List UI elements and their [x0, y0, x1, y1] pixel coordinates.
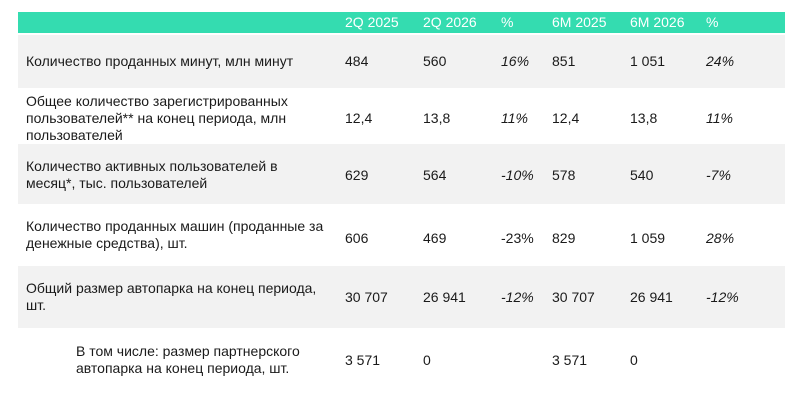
row-label: Количество проданных минут, млн минут — [26, 53, 294, 69]
value-6m-2025: 12,4 — [552, 110, 580, 126]
header-6m-2025: 6M 2025 — [552, 14, 607, 30]
value-6m-percent: -12% — [706, 289, 739, 305]
value-2q-2026: 0 — [423, 352, 431, 368]
value-2q-2025: 3 571 — [345, 352, 381, 368]
row-label: Количество активных пользователей в меся… — [26, 158, 278, 191]
table-row: Количество проданных минут, млн минут 48… — [18, 35, 785, 88]
header-2q-2026: 2Q 2026 — [423, 14, 477, 30]
value-2q-2025: 30 707 — [345, 289, 388, 305]
table-row: В том числе: размер партнерского автопар… — [18, 328, 785, 388]
value-2q-percent: 11% — [501, 110, 528, 126]
value-2q-percent: 16% — [501, 53, 530, 69]
value-6m-percent: 28% — [706, 230, 735, 246]
value-2q-2025: 629 — [345, 167, 369, 183]
value-6m-percent: -7% — [706, 167, 731, 183]
value-2q-2026: 560 — [423, 53, 447, 69]
value-6m-2025: 30 707 — [552, 289, 595, 305]
value-2q-percent: -12% — [501, 289, 534, 305]
value-6m-2025: 829 — [552, 230, 576, 246]
value-6m-2026: 0 — [630, 352, 638, 368]
table-row: Общий размер автопарка на конец периода,… — [18, 266, 785, 328]
value-2q-2026: 564 — [423, 167, 447, 183]
value-2q-2025: 484 — [345, 53, 369, 69]
table-row: Общее количество зарегистрированных поль… — [18, 88, 785, 144]
value-2q-percent: -23% — [501, 230, 534, 246]
header-2q-percent: % — [501, 14, 514, 30]
value-6m-2026: 13,8 — [630, 110, 658, 126]
row-label: В том числе: размер партнерского автопар… — [76, 343, 300, 376]
header-6m-percent: % — [706, 14, 719, 30]
header-2q-2025: 2Q 2025 — [345, 14, 399, 30]
value-6m-2025: 578 — [552, 167, 576, 183]
table-row: Количество проданных машин (проданные за… — [18, 204, 785, 266]
value-6m-percent: 11% — [706, 110, 733, 126]
value-6m-percent: 24% — [706, 53, 735, 69]
row-label: Количество проданных машин (проданные за… — [26, 218, 324, 251]
value-6m-2025: 3 571 — [552, 352, 588, 368]
row-label: Общий размер автопарка на конец периода,… — [26, 280, 317, 313]
row-label: Общее количество зарегистрированных поль… — [26, 93, 288, 143]
header-6m-2026: 6M 2026 — [630, 14, 685, 30]
value-6m-2026: 26 941 — [630, 289, 673, 305]
value-2q-2026: 13,8 — [423, 110, 451, 126]
value-2q-2025: 12,4 — [345, 110, 373, 126]
value-6m-2025: 851 — [552, 53, 576, 69]
value-2q-2025: 606 — [345, 230, 369, 246]
value-6m-2026: 1 059 — [630, 230, 666, 246]
value-2q-2026: 26 941 — [423, 289, 466, 305]
table-header: 2Q 2025 2Q 2026 % 6M 2025 6M 2026 % — [18, 12, 785, 33]
value-6m-2026: 1 051 — [630, 53, 666, 69]
value-2q-percent: -10% — [501, 167, 534, 183]
table-row: Количество активных пользователей в меся… — [18, 144, 785, 204]
value-2q-2026: 469 — [423, 230, 447, 246]
value-6m-2026: 540 — [630, 167, 654, 183]
